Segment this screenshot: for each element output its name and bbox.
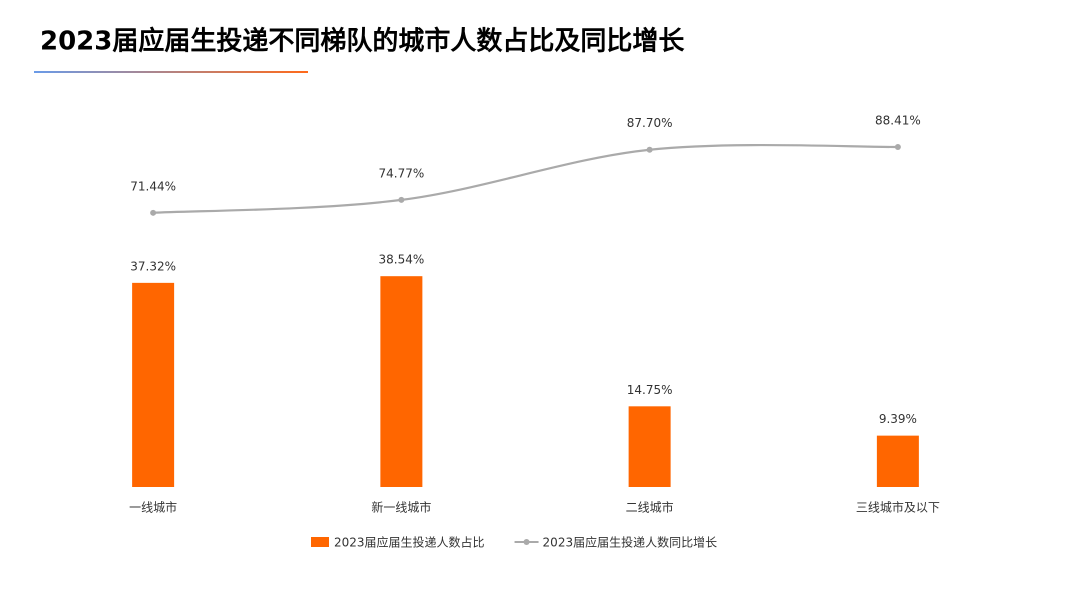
data-label: 37.32% [130, 259, 176, 273]
bar [876, 435, 919, 487]
data-label: 9.39% [879, 412, 917, 426]
line-point [646, 146, 653, 153]
line-point [150, 209, 157, 216]
x-tick-label: 新一线城市 [371, 500, 431, 515]
bar [132, 282, 175, 487]
x-tick-label: 一线城市 [129, 500, 177, 515]
data-label: 87.70% [627, 116, 673, 130]
x-tick-label: 二线城市 [626, 500, 674, 515]
data-label: 71.44% [130, 179, 176, 193]
bar [380, 276, 423, 487]
title-underline [34, 71, 308, 73]
line [153, 143, 898, 214]
bar [628, 406, 671, 487]
data-label: 38.54% [378, 253, 424, 267]
data-label: 74.77% [378, 166, 424, 180]
x-tick-label: 三线城市及以下 [856, 500, 940, 515]
line-point [398, 196, 405, 203]
legend-label: 2023届应届生投递人数占比 [334, 535, 485, 550]
legend-swatch [523, 539, 530, 545]
legend-label: 2023届应届生投递人数同比增长 [543, 535, 718, 550]
data-label: 14.75% [627, 383, 673, 397]
chart-title: 2023届应届生投递不同梯队的城市人数占比及同比增长 [40, 26, 685, 57]
legend-swatch [311, 537, 329, 547]
data-label: 88.41% [875, 113, 921, 127]
line-point [894, 143, 901, 150]
